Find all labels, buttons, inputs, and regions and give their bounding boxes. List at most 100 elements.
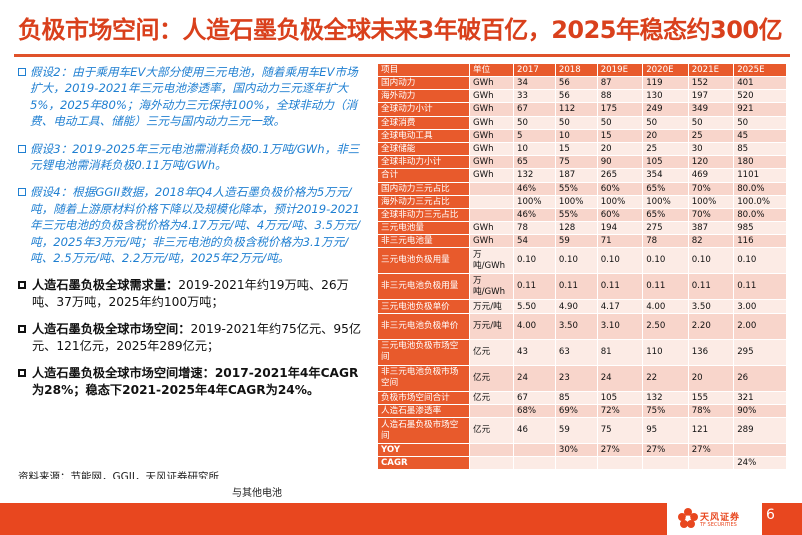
value-cell: 27% <box>642 442 689 458</box>
value-cell: 20 <box>642 128 689 143</box>
assumption-text: 假设3：2019-2025年三元电池需消耗负极0.1万吨/GWh，非三元锂电池需… <box>30 141 360 173</box>
value-cell: 90 <box>596 155 644 170</box>
value-cell: 0.11 <box>687 273 735 301</box>
row-label: 非三元电池量 <box>377 234 470 249</box>
value-cell: 59 <box>554 417 598 444</box>
square-bullet-icon <box>18 188 26 197</box>
value-cell: 4.90 <box>554 299 598 314</box>
value-cell: 0.11 <box>596 273 644 301</box>
unit-cell: GWh <box>469 155 514 170</box>
table-row: 全球电动工具 GWh 5 10 15 20 25 45 <box>377 128 787 143</box>
unit-cell <box>469 181 514 196</box>
value-cell: 43 <box>513 338 556 366</box>
row-label: 三元电池负极市场空间 <box>377 338 470 366</box>
value-cell: 0.10 <box>733 247 787 275</box>
value-cell: 100% <box>642 194 689 209</box>
unit-cell <box>469 194 514 209</box>
value-cell: 78 <box>642 234 689 249</box>
value-cell <box>687 456 735 471</box>
logo-name: 天风证券 <box>700 513 741 523</box>
value-cell: 45 <box>733 128 787 143</box>
table-row: 全球储能 GWh 10 15 20 25 30 85 <box>377 141 787 157</box>
value-cell <box>513 456 556 471</box>
value-cell: 67 <box>513 390 556 405</box>
value-cell: 23 <box>554 364 598 392</box>
table-row: 三元电池负极用量 万吨/GWh 0.10 0.10 0.10 0.10 0.10 0.10 <box>377 247 787 275</box>
point-label: 人造石墨负极全球市场空间： <box>32 322 191 337</box>
point-text: 2019-2021年约19万吨、26万吨、37万吨，2025年约100万吨； <box>32 278 349 310</box>
unit-cell <box>469 456 514 471</box>
table-row: YOY 30% 27% 27% 27% <box>377 442 787 458</box>
value-cell: 1101 <box>733 168 787 183</box>
row-label: 人造石墨负极市场空间 <box>377 417 470 444</box>
value-cell <box>642 456 689 471</box>
page-number: 6 <box>766 507 775 523</box>
value-cell: 69% <box>554 403 598 419</box>
value-cell: 75% <box>642 403 689 419</box>
value-cell: 110 <box>642 338 689 366</box>
value-cell: 20 <box>596 141 644 157</box>
value-cell: 46 <box>513 417 556 444</box>
row-label: 非三元电池负极单价 <box>377 312 470 340</box>
row-label: 国内动力三元占比 <box>377 181 470 196</box>
row-label: 全球非动力小计 <box>377 155 470 170</box>
unit-cell: 万元/吨 <box>469 312 514 340</box>
table-row: 非三元电池负极市场空间 亿元 24 23 24 22 20 26 <box>377 364 787 392</box>
value-cell: 321 <box>733 390 787 405</box>
table-row: 非三元电池负极单价 万元/吨 4.00 3.50 3.10 2.50 2.20 2.00 <box>377 312 787 340</box>
table-row: 三元电池负极单价 万元/吨 5.50 4.90 4.17 4.00 3.50 3.00 <box>377 299 787 314</box>
table-header-row: 项目 单位 2017 2018 2019E 2020E 2021E 2025E <box>377 63 787 77</box>
value-cell: 85 <box>554 390 598 405</box>
table-row: 人造石墨渗透率 68% 69% 72% 75% 78% 90% <box>377 403 787 419</box>
value-cell: 27% <box>596 442 644 458</box>
value-cell: 100% <box>596 194 644 209</box>
unit-cell: GWh <box>469 89 514 104</box>
value-cell: 105 <box>642 155 689 170</box>
point-growth: 人造石墨负极全球市场空间增速：2017-2021年4年CAGR为28%；稳态下2… <box>18 365 368 399</box>
value-cell: 4.00 <box>513 312 556 340</box>
value-cell: 65% <box>642 181 689 196</box>
unit-cell: GWh <box>469 221 514 236</box>
table-row: 负极市场空间合计 亿元 67 85 105 132 155 321 <box>377 390 787 405</box>
value-cell: 921 <box>733 102 787 117</box>
value-cell: 0.10 <box>642 247 689 275</box>
value-cell: 187 <box>554 168 598 183</box>
value-cell: 50 <box>687 115 735 130</box>
table-row: 全球消费 GWh 50 50 50 50 50 50 <box>377 115 787 130</box>
row-label: 合计 <box>377 168 470 183</box>
value-cell: 4.17 <box>596 299 644 314</box>
value-cell: 78% <box>687 403 735 419</box>
table-row: 合计 GWh 132 187 265 354 469 1101 <box>377 168 787 183</box>
value-cell: 55% <box>554 207 598 223</box>
value-cell: 70% <box>687 181 735 196</box>
value-cell: 56 <box>554 75 598 91</box>
value-cell: 54 <box>513 234 556 249</box>
value-cell: 0.11 <box>513 273 556 301</box>
assumption-3: 假设3：2019-2025年三元电池需消耗负极0.1万吨/GWh，非三元锂电池需… <box>18 141 368 174</box>
value-cell: 0.10 <box>687 247 735 275</box>
value-cell: 24 <box>596 364 644 392</box>
value-cell: 50 <box>554 115 598 130</box>
table-row: 三元电池量 GWh 78 128 194 275 387 985 <box>377 221 787 236</box>
unit-cell: 万吨/GWh <box>469 247 514 275</box>
row-label: 人造石墨渗透率 <box>377 403 470 419</box>
unit-cell: GWh <box>469 75 514 91</box>
unit-cell: GWh <box>469 168 514 183</box>
square-bullet-icon <box>18 68 26 76</box>
row-label: 全球动力小计 <box>377 102 470 117</box>
row-label: CAGR <box>377 456 470 471</box>
value-cell: 75 <box>554 155 598 170</box>
assumption-2: 假设2：由于乘用车EV大部分使用三元电池，随着乘用车EV市场扩大，2019-20… <box>18 64 368 130</box>
value-cell: 25 <box>687 128 735 143</box>
point-label: 人造石墨负极全球市场空间增速： <box>32 366 215 381</box>
value-cell: 24 <box>513 364 556 392</box>
point-market-space: 人造石墨负极全球市场空间：2019-2021年约75亿元、95亿元、121亿元，… <box>18 321 368 355</box>
value-cell: 75 <box>596 417 644 444</box>
logo-subtitle: TF SECURITIES <box>700 522 737 528</box>
row-label: 全球储能 <box>377 141 470 157</box>
value-cell: 295 <box>733 338 787 366</box>
value-cell: 65% <box>642 207 689 223</box>
unit-cell: GWh <box>469 234 514 249</box>
value-cell: 3.50 <box>687 299 735 314</box>
value-cell: 87 <box>596 75 644 91</box>
